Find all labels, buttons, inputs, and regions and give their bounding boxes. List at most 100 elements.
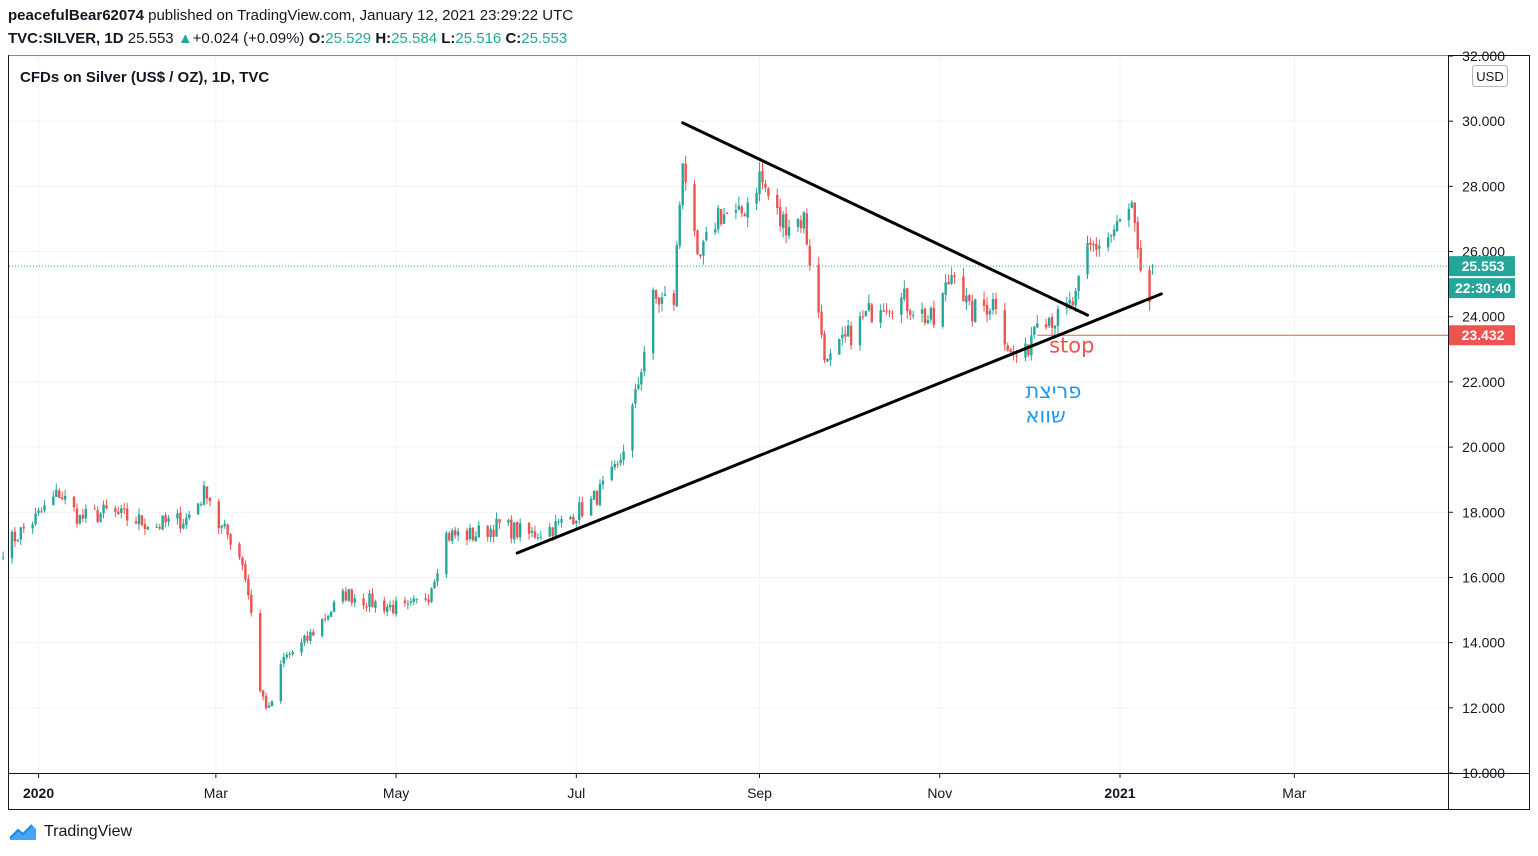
- candle-body: [199, 504, 203, 506]
- candle: [755, 187, 758, 210]
- candle-body: [787, 226, 791, 236]
- candle: [533, 525, 537, 539]
- candle-body: [350, 589, 353, 603]
- candle-body: [1086, 242, 1089, 275]
- candle: [510, 515, 513, 544]
- candle-body: [616, 463, 619, 465]
- candle-body: [1006, 345, 1009, 351]
- low-label: L:: [441, 30, 456, 47]
- candle: [595, 490, 599, 507]
- candle-body: [781, 214, 785, 229]
- candle: [1130, 200, 1134, 209]
- candle: [592, 490, 596, 501]
- candle-body: [394, 600, 398, 615]
- candle-body: [1068, 299, 1071, 304]
- stop-label: stop: [1049, 334, 1094, 358]
- candle-body: [643, 351, 646, 372]
- candle-body: [968, 295, 971, 301]
- candle-body: [465, 530, 469, 541]
- candle-body: [799, 220, 803, 229]
- grid-lines: [9, 55, 1448, 774]
- candle-body: [994, 298, 998, 310]
- candle-body: [1133, 202, 1136, 223]
- candle: [846, 320, 850, 337]
- candle: [34, 507, 37, 526]
- candle: [1148, 265, 1151, 311]
- candle-body: [383, 600, 386, 612]
- candle-body: [125, 508, 129, 521]
- candle-body: [96, 510, 99, 522]
- candle: [581, 496, 584, 518]
- candle: [326, 614, 330, 622]
- candle: [486, 525, 489, 542]
- candle: [548, 522, 551, 538]
- candle-body: [60, 497, 64, 499]
- candle: [58, 487, 61, 499]
- candle: [767, 187, 770, 200]
- candle-body: [468, 527, 472, 539]
- candle: [167, 515, 170, 527]
- candle-body: [829, 353, 832, 361]
- candle: [309, 628, 312, 644]
- candle-body: [722, 214, 726, 224]
- candle: [123, 502, 126, 515]
- candle-body: [1109, 235, 1113, 237]
- tradingview-footer[interactable]: TradingView: [8, 822, 132, 842]
- candle: [643, 346, 646, 377]
- candle-body: [368, 593, 371, 607]
- candle: [1118, 218, 1122, 222]
- candle-body: [861, 316, 865, 318]
- candle-body: [651, 290, 655, 354]
- candle-body: [619, 459, 622, 464]
- candle-body: [84, 509, 88, 519]
- candle-body: [575, 520, 578, 524]
- candle: [578, 496, 581, 525]
- candle: [513, 521, 516, 544]
- candle: [1133, 202, 1136, 232]
- candle-body: [1112, 229, 1116, 237]
- candle: [453, 527, 457, 539]
- candle-body: [486, 525, 489, 537]
- candle: [569, 515, 572, 520]
- candle-body: [693, 183, 696, 232]
- candle-body: [105, 505, 108, 509]
- candle: [820, 304, 823, 339]
- candle: [412, 595, 416, 606]
- candle-body: [767, 188, 770, 196]
- candle: [799, 215, 803, 233]
- y-tick-label: 26.000: [1462, 244, 1505, 260]
- candle: [282, 652, 285, 668]
- candle-body: [412, 598, 416, 602]
- descending-trendline[interactable]: [681, 121, 1090, 317]
- candle-body: [613, 463, 616, 468]
- candle: [250, 589, 253, 617]
- publish-info: peacefulBear62074 published on TradingVi…: [8, 7, 573, 24]
- candle: [125, 502, 129, 526]
- candle-body: [247, 579, 250, 596]
- candle: [321, 618, 324, 638]
- candle: [114, 505, 117, 518]
- candle-body: [578, 502, 581, 521]
- candle-body: [764, 183, 767, 188]
- price-change: +0.024 (+0.09%): [192, 30, 305, 47]
- ascending-trendline[interactable]: [515, 292, 1163, 555]
- candle-body: [1071, 301, 1074, 306]
- candle: [536, 533, 540, 541]
- candle: [279, 660, 283, 705]
- last-price-tag-label: 25.553: [1462, 258, 1505, 274]
- candle: [1006, 342, 1009, 352]
- candle-body: [923, 308, 927, 324]
- candle-body: [888, 311, 891, 313]
- candle-body: [1095, 243, 1098, 250]
- candle: [870, 302, 874, 323]
- currency-badge[interactable]: USD: [1472, 65, 1508, 87]
- author-name[interactable]: peacefulBear62074: [8, 7, 144, 24]
- candle-body: [456, 531, 460, 536]
- candle-body: [303, 635, 306, 643]
- symbol-label: TVC:SILVER, 1D: [8, 30, 124, 47]
- candle: [31, 521, 34, 534]
- candle-body: [78, 515, 82, 524]
- candle-body: [1050, 317, 1054, 328]
- candle-body: [598, 483, 602, 505]
